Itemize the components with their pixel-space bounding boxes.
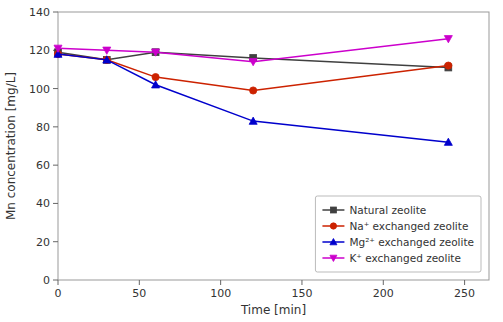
data-point (152, 49, 159, 56)
x-tick-label: 150 (291, 287, 312, 300)
series-line (58, 54, 448, 90)
data-point (445, 62, 452, 69)
y-tick (53, 203, 58, 204)
x-tick-label: 250 (454, 287, 475, 300)
chart: 0 50 100 150 200 250 0 20 40 60 80 100 120 140 Time [m… (0, 0, 503, 322)
x-tick-label: 0 (55, 287, 62, 300)
legend-marker (330, 255, 337, 261)
data-point (103, 56, 110, 63)
data-point (152, 81, 160, 88)
x-axis-label: Time [min] (240, 303, 306, 317)
legend-label: Na⁺ exchanged zeolite (349, 220, 468, 232)
x-tick (464, 280, 465, 285)
x-tick (301, 280, 302, 285)
y-tick (53, 165, 58, 166)
x-tick-label: 100 (210, 287, 231, 300)
legend: Natural zeolite Na⁺ exchanged zeolite Mg²⁺… (315, 196, 481, 272)
y-tick (53, 88, 58, 89)
y-tick-label: 20 (36, 236, 50, 249)
y-tick (53, 280, 58, 281)
data-point (250, 87, 257, 94)
y-tick (53, 126, 58, 127)
data-point (152, 73, 159, 80)
data-point (444, 36, 452, 43)
data-point (249, 117, 257, 124)
legend-marker (330, 207, 336, 213)
x-tick (58, 280, 59, 285)
legend-marker (330, 239, 337, 245)
data-point (103, 56, 110, 63)
legend-label: Natural zeolite (349, 204, 426, 216)
legend-label: K⁺ exchanged zeolite (349, 252, 461, 264)
data-point (249, 59, 257, 66)
y-tick-label: 120 (29, 44, 50, 57)
y-axis-label: Mn concentration [mg/L] (4, 72, 18, 220)
y-tick-label: 60 (36, 159, 50, 172)
y-tick (53, 12, 58, 13)
y-tick-label: 100 (29, 83, 50, 96)
series-line (58, 54, 448, 142)
y-tick (53, 241, 58, 242)
y-tick-label: 0 (43, 274, 50, 287)
x-tick-label: 50 (132, 287, 146, 300)
legend-box (315, 196, 481, 272)
plot-frame (58, 12, 489, 280)
x-tick (220, 280, 221, 285)
y-tick-label: 40 (36, 197, 50, 210)
legend-label: Mg²⁺ exchanged zeolite (349, 236, 474, 248)
data-point (103, 56, 111, 63)
plot-area (54, 36, 452, 146)
legend-marker (330, 223, 336, 229)
y-tick-label: 140 (29, 6, 50, 19)
data-point (152, 49, 160, 56)
x-tick-label: 200 (373, 287, 394, 300)
x-tick (139, 280, 140, 285)
data-point (103, 47, 111, 54)
data-point (54, 45, 62, 52)
y-tick-label: 80 (36, 121, 50, 134)
x-tick (383, 280, 384, 285)
data-point (444, 138, 452, 145)
